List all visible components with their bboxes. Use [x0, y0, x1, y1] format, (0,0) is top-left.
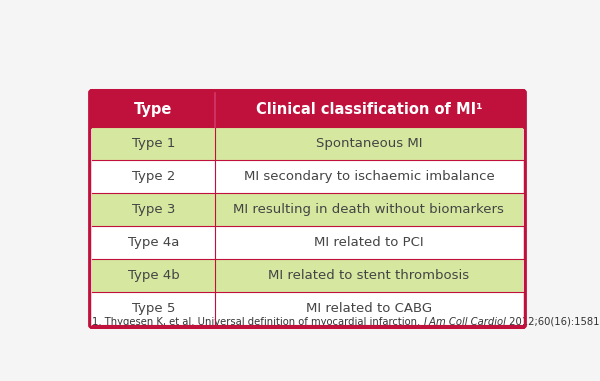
- Text: Clinical classification of MI¹: Clinical classification of MI¹: [256, 102, 482, 117]
- FancyBboxPatch shape: [90, 90, 525, 328]
- Bar: [92, 110, 523, 126]
- Text: Type: Type: [134, 102, 173, 117]
- Bar: [92, 126, 523, 160]
- Text: J Am Coll Cardiol: J Am Coll Cardiol: [424, 317, 506, 327]
- Text: 1. Thygesen K, et al. Universal definition of myocardial infarction.: 1. Thygesen K, et al. Universal definiti…: [92, 317, 424, 327]
- Bar: [92, 160, 523, 193]
- FancyBboxPatch shape: [90, 90, 525, 129]
- Text: MI related to PCI: MI related to PCI: [314, 236, 424, 249]
- Text: Spontaneous MI: Spontaneous MI: [316, 137, 422, 150]
- Text: MI resulting in death without biomarkers: MI resulting in death without biomarkers: [233, 203, 505, 216]
- Text: Type 1: Type 1: [132, 137, 175, 150]
- Text: MI related to CABG: MI related to CABG: [306, 302, 432, 315]
- Text: Type 5: Type 5: [132, 302, 175, 315]
- Bar: [92, 226, 523, 259]
- Text: MI related to stent thrombosis: MI related to stent thrombosis: [268, 269, 469, 282]
- Text: Type 4a: Type 4a: [128, 236, 179, 249]
- Text: Type 3: Type 3: [132, 203, 175, 216]
- Bar: [92, 259, 523, 292]
- Text: MI secondary to ischaemic imbalance: MI secondary to ischaemic imbalance: [244, 170, 494, 183]
- Text: Type 4b: Type 4b: [128, 269, 179, 282]
- Bar: [92, 292, 523, 325]
- Text: 2012;60(16):1581-1598.: 2012;60(16):1581-1598.: [506, 317, 600, 327]
- Text: Type 2: Type 2: [132, 170, 175, 183]
- Bar: [92, 193, 523, 226]
